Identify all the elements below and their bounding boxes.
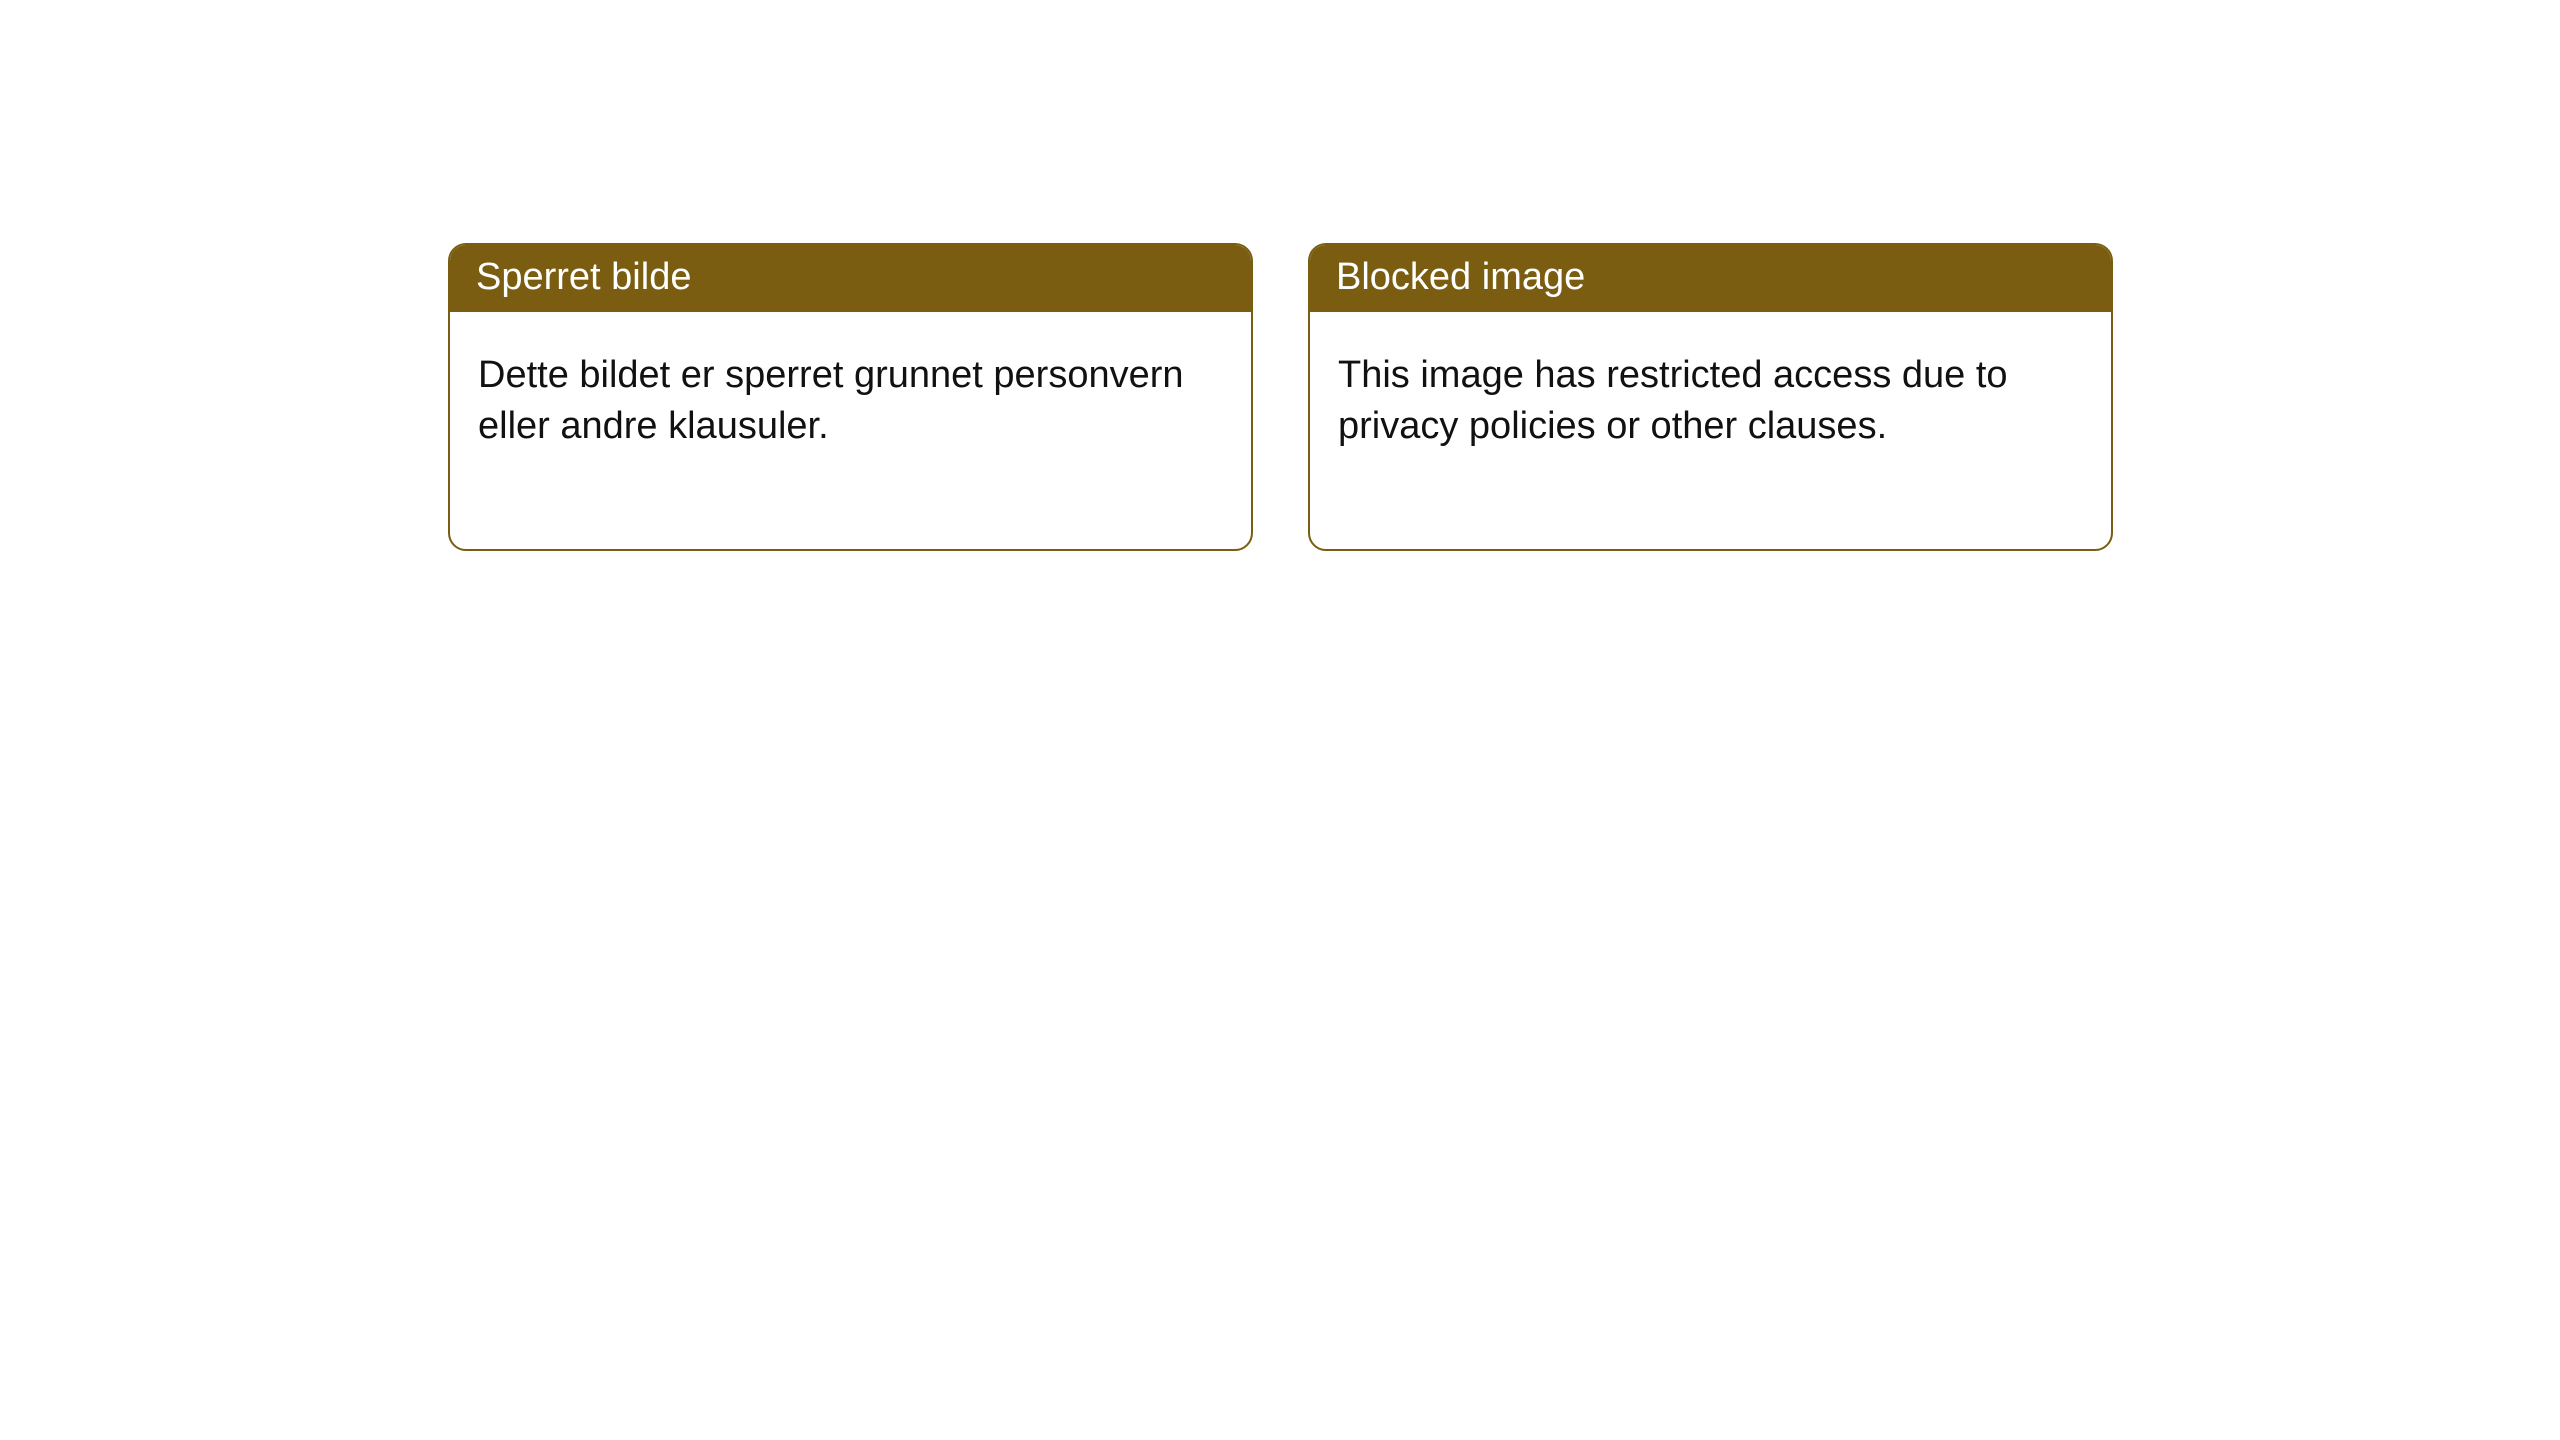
card-title: Blocked image	[1336, 256, 1585, 298]
cards-container: Sperret bilde Dette bildet er sperret gr…	[0, 0, 2560, 551]
card-body: Dette bildet er sperret grunnet personve…	[450, 312, 1251, 549]
card-body: This image has restricted access due to …	[1310, 312, 2111, 549]
card-header: Sperret bilde	[450, 245, 1251, 312]
blocked-image-card-en: Blocked image This image has restricted …	[1308, 243, 2113, 551]
card-body-text: This image has restricted access due to …	[1338, 354, 2008, 447]
blocked-image-card-no: Sperret bilde Dette bildet er sperret gr…	[448, 243, 1253, 551]
card-header: Blocked image	[1310, 245, 2111, 312]
card-body-text: Dette bildet er sperret grunnet personve…	[478, 354, 1184, 447]
card-title: Sperret bilde	[476, 256, 691, 298]
